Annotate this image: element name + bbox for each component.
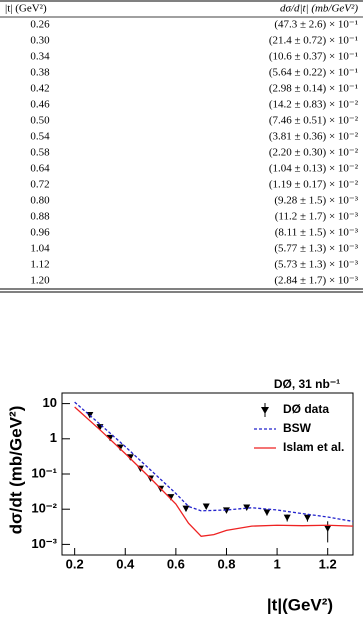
y-tick-label: 10⁻² bbox=[31, 501, 57, 516]
table-cell: 0.34 bbox=[30, 51, 50, 63]
table-cell: 0.38 bbox=[30, 67, 50, 79]
plot-frame bbox=[61, 392, 354, 556]
y-tick-label: 10⁻³ bbox=[31, 536, 57, 551]
data-point bbox=[324, 525, 332, 532]
table-cell: (21.4 ± 0.72) × 10⁻¹ bbox=[269, 35, 358, 47]
table-cell: 0.50 bbox=[30, 115, 50, 127]
table-cell: 0.64 bbox=[30, 163, 50, 175]
table-cell: (3.81 ± 0.36) × 10⁻² bbox=[269, 131, 359, 143]
table-cell: (5.77 ± 1.3) × 10⁻³ bbox=[274, 243, 358, 255]
y-tick-label: 10⁻¹ bbox=[31, 465, 57, 480]
table-cell: (5.73 ± 1.3) × 10⁻³ bbox=[274, 259, 358, 271]
table-header: dσ/d|t| (mb/GeV²) bbox=[280, 3, 358, 15]
data-point bbox=[222, 507, 230, 514]
table-cell: 0.72 bbox=[30, 179, 49, 191]
table-cell: 0.42 bbox=[30, 83, 49, 95]
annotation: DØ, 31 nb⁻¹ bbox=[274, 377, 340, 391]
legend-label: Islam et al. bbox=[283, 440, 344, 454]
table-cell: (7.46 ± 0.51) × 10⁻² bbox=[269, 115, 359, 127]
table-cell: (8.11 ± 1.5) × 10⁻³ bbox=[275, 227, 359, 239]
table-cell: 1.04 bbox=[30, 243, 50, 255]
x-tick-label: 0.4 bbox=[116, 556, 135, 571]
curve bbox=[74, 406, 353, 537]
table-cell: (2.84 ± 1.7) × 10⁻³ bbox=[274, 275, 358, 287]
table-cell: 0.46 bbox=[30, 99, 50, 111]
x-tick-label: 1 bbox=[273, 556, 280, 571]
table-cell: 0.96 bbox=[30, 227, 50, 239]
table-cell: (1.19 ± 0.17) × 10⁻² bbox=[269, 179, 359, 191]
data-point bbox=[263, 509, 271, 516]
table-cell: (14.2 ± 0.83) × 10⁻² bbox=[269, 99, 359, 111]
table-cell: 1.20 bbox=[30, 275, 50, 287]
data-point bbox=[283, 514, 291, 522]
table-cell: 0.26 bbox=[30, 19, 50, 31]
table-cell: 0.58 bbox=[30, 147, 50, 159]
table-cell: (10.6 ± 0.37) × 10⁻¹ bbox=[269, 51, 358, 63]
x-axis-label: |t|(GeV²) bbox=[267, 595, 333, 614]
table-cell: (47.3 ± 2.6) × 10⁻¹ bbox=[274, 19, 358, 31]
table-cell: 0.88 bbox=[30, 211, 50, 223]
data-point bbox=[106, 434, 114, 442]
table-cell: (2.98 ± 0.14) × 10⁻¹ bbox=[269, 83, 358, 95]
data-point bbox=[182, 505, 190, 513]
x-tick-label: 0.6 bbox=[167, 556, 185, 571]
y-tick-label: 1 bbox=[50, 430, 57, 445]
table-cell: 1.12 bbox=[30, 259, 49, 271]
table-cell: (1.04 ± 0.13) × 10⁻² bbox=[269, 163, 359, 175]
data-point bbox=[167, 494, 175, 501]
table-cell: 0.54 bbox=[30, 131, 50, 143]
table-cell: 0.30 bbox=[30, 35, 50, 47]
table-cell: (11.2 ± 1.7) × 10⁻³ bbox=[275, 211, 359, 223]
table-cell: (5.64 ± 0.22) × 10⁻¹ bbox=[269, 67, 358, 79]
table-cell: (9.28 ± 1.5) × 10⁻³ bbox=[274, 195, 358, 207]
table-cell: (2.20 ± 0.30) × 10⁻² bbox=[269, 147, 359, 159]
data-point bbox=[202, 503, 210, 511]
table-cell: 0.80 bbox=[30, 195, 50, 207]
y-axis-label: dσ/dt (mb/GeV²) bbox=[6, 406, 25, 535]
data-point bbox=[116, 444, 124, 452]
x-tick-label: 1.2 bbox=[319, 556, 337, 571]
x-tick-label: 0.8 bbox=[217, 556, 235, 571]
legend-label: DØ data bbox=[283, 402, 329, 416]
legend-label: BSW bbox=[283, 421, 312, 435]
data-point bbox=[243, 504, 251, 511]
curve bbox=[74, 401, 353, 523]
data-point bbox=[303, 514, 311, 522]
y-tick-label: 10 bbox=[43, 395, 57, 410]
x-tick-label: 0.2 bbox=[66, 556, 84, 571]
table-header: |t| (GeV²) bbox=[5, 3, 47, 15]
